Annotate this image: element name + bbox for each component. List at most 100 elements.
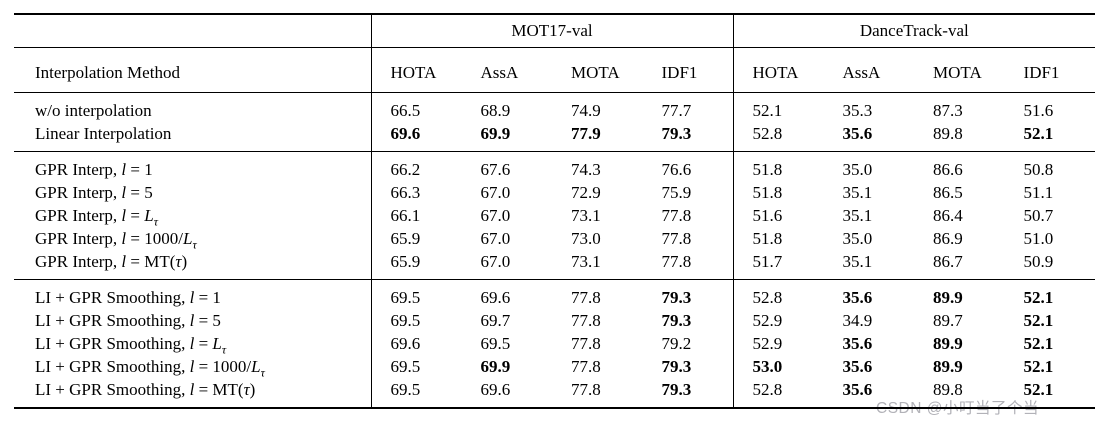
metric-value: 51.1 — [1023, 183, 1054, 202]
metric-value: 89.8 — [933, 124, 963, 143]
metric-header-row: Interpolation Method HOTA AssA MOTA IDF1… — [14, 47, 1096, 93]
method-label: GPR Interp, l = Lτ — [35, 206, 159, 229]
metric-value: 52.8 — [732, 122, 824, 152]
metric-value: 35.0 — [842, 160, 873, 179]
metric-value: 86.6 — [933, 160, 963, 179]
table-row: GPR Interp, l = MT(τ) 65.9 67.0 73.1 77.8 51… — [14, 250, 1095, 280]
metric-value: 53.0 — [732, 355, 824, 378]
metric-value: 69.5 — [370, 378, 462, 408]
metric-value: 77.8 — [571, 288, 601, 307]
metric-value: 50.9 — [1023, 252, 1054, 271]
metric-value: 52.1 — [1023, 334, 1054, 353]
metric-value: 77.8 — [661, 206, 692, 225]
metric-value: 68.9 — [480, 101, 511, 120]
metric-value: 77.8 — [661, 229, 692, 248]
method-column-header: Interpolation Method — [14, 47, 371, 93]
metric-value: 86.5 — [933, 183, 963, 202]
metric-value: 77.7 — [661, 101, 692, 120]
table-row: LI + GPR Smoothing, l = 5 69.5 69.7 77.8 79… — [14, 309, 1095, 332]
metric-value: 79.3 — [661, 124, 692, 143]
metric-value: 79.2 — [661, 334, 692, 353]
metric-value: 67.0 — [480, 229, 511, 248]
method-label: LI + GPR Smoothing, l = Lτ — [35, 334, 227, 357]
metric-value: 89.9 — [933, 288, 963, 307]
table-row: LI + GPR Smoothing, l = 1 69.5 69.6 77.8 79… — [14, 279, 1095, 309]
method-label: w/o interpolation — [35, 101, 152, 120]
method-label: Linear Interpolation — [35, 124, 172, 143]
metric-value: 52.1 — [1023, 357, 1054, 376]
metric-value: 66.3 — [370, 181, 462, 204]
metric-value: 75.9 — [661, 183, 692, 202]
metric-value: 74.3 — [571, 160, 601, 179]
metric-value: 89.9 — [933, 334, 963, 353]
metric-value: 52.1 — [732, 92, 824, 122]
metric-value: 35.6 — [842, 124, 873, 143]
metric-value: 52.9 — [732, 332, 824, 355]
metric-value: 67.0 — [480, 206, 511, 225]
metric-value: 66.1 — [370, 204, 462, 227]
group-li-gpr-smoothing: LI + GPR Smoothing, l = 1 69.5 69.6 77.8 79… — [14, 279, 1095, 408]
col-header-dance-assa: AssA — [823, 47, 915, 93]
metric-value: 67.0 — [480, 183, 511, 202]
col-header-mot17-idf1: IDF1 — [642, 47, 734, 93]
metric-value: 79.3 — [661, 288, 692, 307]
metric-value: 77.8 — [571, 357, 601, 376]
interpolation-results-table: MOT17-val DanceTrack-val Interpolation M… — [14, 13, 1096, 409]
metric-value: 35.6 — [842, 288, 873, 307]
metric-value: 35.1 — [842, 206, 873, 225]
metric-value: 76.6 — [661, 160, 692, 179]
table-row: GPR Interp, l = 5 66.3 67.0 72.9 75.9 51.8 35… — [14, 181, 1095, 204]
metric-value: 79.3 — [661, 357, 692, 376]
metric-value: 73.1 — [571, 252, 601, 271]
metric-value: 67.6 — [480, 160, 511, 179]
method-label: GPR Interp, l = 5 — [35, 183, 153, 202]
metric-value: 65.9 — [370, 227, 462, 250]
metric-value: 77.8 — [571, 334, 601, 353]
table-row: LI + GPR Smoothing, l = MT(τ) 69.5 69.6 77… — [14, 378, 1095, 408]
method-label: LI + GPR Smoothing, l = 5 — [35, 311, 221, 330]
metric-value: 69.7 — [480, 311, 511, 330]
metric-value: 77.8 — [571, 311, 601, 330]
metric-value: 86.9 — [933, 229, 963, 248]
metric-value: 79.3 — [661, 380, 692, 399]
metric-value: 86.4 — [933, 206, 963, 225]
metric-value: 52.1 — [1023, 311, 1054, 330]
metric-value: 69.5 — [370, 355, 462, 378]
metric-value: 52.9 — [732, 309, 824, 332]
metric-value: 67.0 — [480, 252, 511, 271]
metric-value: 74.9 — [571, 101, 601, 120]
metric-value: 77.8 — [661, 252, 692, 271]
table-row: Linear Interpolation 69.6 69.9 77.9 79.3 52.… — [14, 122, 1095, 152]
metric-value: 69.6 — [370, 332, 462, 355]
metric-value: 52.1 — [1023, 380, 1054, 399]
table-row: w/o interpolation 66.5 68.9 74.9 77.7 52.1 35… — [14, 92, 1095, 122]
metric-value: 69.6 — [480, 288, 511, 307]
metric-value: 69.9 — [480, 357, 511, 376]
metric-value: 51.6 — [1023, 101, 1054, 120]
metric-value: 69.5 — [480, 334, 511, 353]
metric-value: 51.7 — [732, 250, 824, 280]
metric-value: 89.8 — [933, 380, 963, 399]
metric-value: 69.9 — [480, 124, 511, 143]
col-header-dance-hota: HOTA — [732, 47, 824, 93]
metric-value: 51.8 — [732, 227, 824, 250]
metric-value: 35.6 — [842, 334, 873, 353]
metric-value: 35.3 — [842, 101, 873, 120]
metric-value: 89.7 — [933, 311, 963, 330]
metric-value: 65.9 — [370, 250, 462, 280]
metric-value: 79.3 — [661, 311, 692, 330]
col-header-dance-idf1: IDF1 — [1004, 47, 1096, 93]
metric-value: 34.9 — [842, 311, 873, 330]
metric-value: 72.9 — [571, 183, 601, 202]
metric-value: 77.8 — [571, 380, 601, 399]
metric-value: 86.7 — [933, 252, 963, 271]
metric-value: 66.5 — [370, 92, 462, 122]
col-header-dance-mota: MOTA — [914, 47, 1005, 93]
metric-value: 35.1 — [842, 252, 873, 271]
table-header: MOT17-val DanceTrack-val Interpolation M… — [14, 14, 1096, 93]
method-label: LI + GPR Smoothing, l = 1000/Lτ — [35, 357, 265, 380]
metric-value: 51.8 — [732, 151, 824, 181]
table-row: LI + GPR Smoothing, l = 1000/Lτ 69.5 69.9… — [14, 355, 1095, 378]
table-row: GPR Interp, l = 1000/Lτ 65.9 67.0 73.0 77.8… — [14, 227, 1095, 250]
